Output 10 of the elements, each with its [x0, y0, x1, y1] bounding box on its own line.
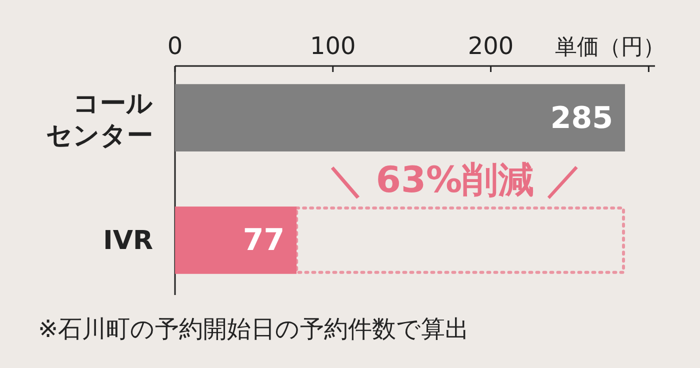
y-tick-label: コールセンター	[46, 88, 153, 151]
y-tick-label: IVR	[103, 226, 153, 256]
data-label: 77	[242, 223, 285, 258]
data-label: 285	[550, 100, 613, 136]
annotation: ＼ 63%削減 ／	[327, 160, 583, 201]
text: ※石川町の予約開始日の予約件数で算出	[38, 315, 470, 343]
x-tick-label: 100	[310, 32, 356, 60]
x-axis-title: 単価（円）	[555, 35, 665, 60]
x-tick-label: 0	[167, 32, 183, 60]
x-tick-label: 200	[468, 32, 514, 60]
